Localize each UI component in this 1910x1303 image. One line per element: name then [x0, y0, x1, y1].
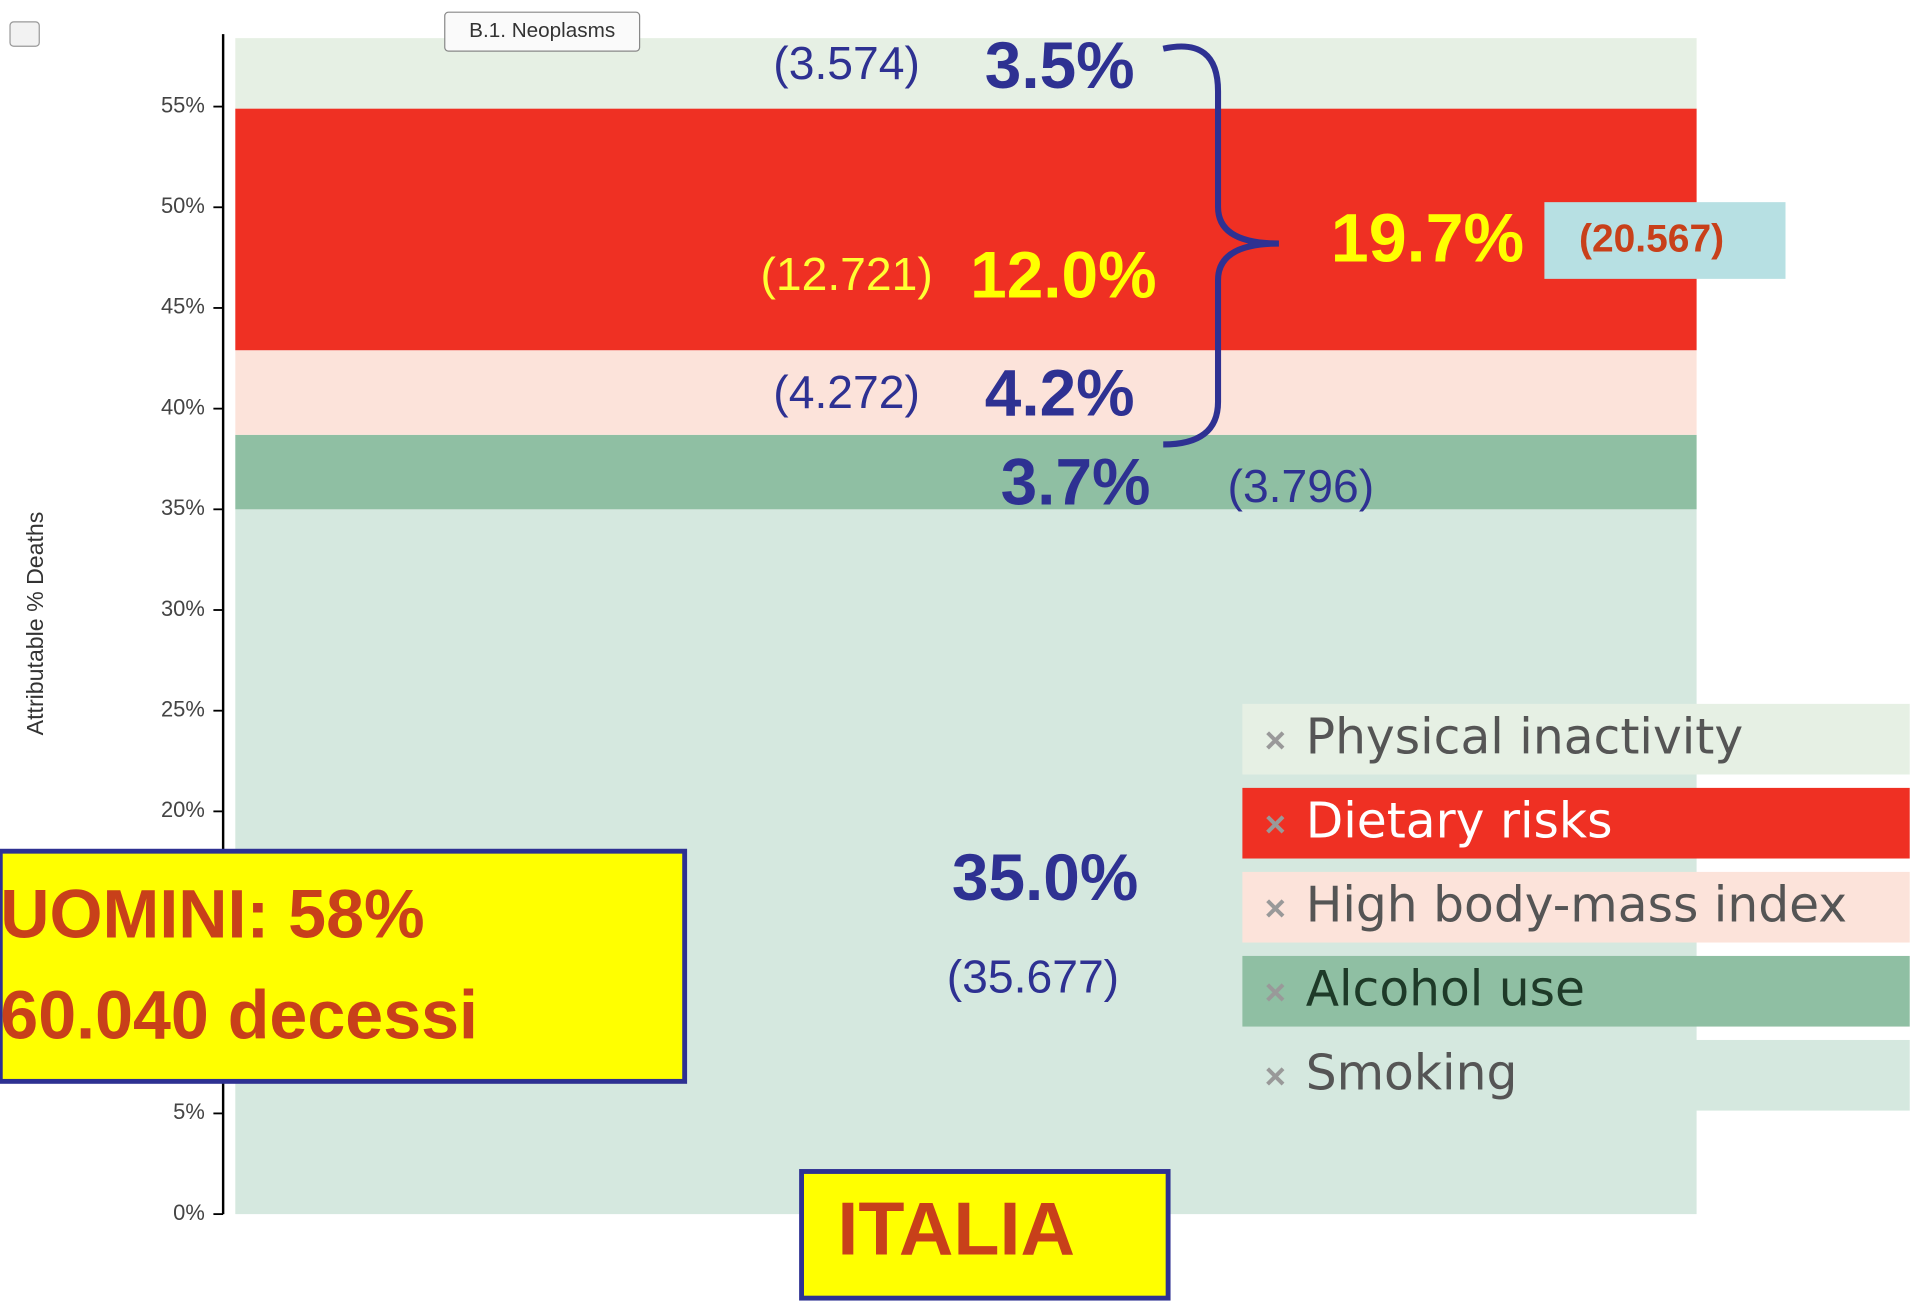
y-tick-label: 5% — [173, 1099, 205, 1124]
bar-segment — [235, 350, 1697, 435]
y-tick-label: 20% — [161, 797, 205, 822]
legend-swatch[interactable] — [1242, 1039, 1910, 1111]
deaths-label: (3.796) — [1228, 460, 1375, 512]
total-label: 19.7% — [1331, 201, 1524, 277]
value-label: 3.7% — [1001, 444, 1151, 518]
value-label: 3.5% — [985, 28, 1135, 102]
menu-icon[interactable] — [9, 21, 40, 47]
y-tick-label: 30% — [161, 596, 205, 621]
total-box — [1544, 202, 1786, 279]
bar-segment — [235, 108, 1697, 351]
legend-swatch[interactable] — [1242, 955, 1910, 1027]
legend-swatch[interactable] — [1242, 703, 1910, 775]
value-label: 4.2% — [985, 356, 1135, 430]
legend-icon[interactable]: × — [1265, 804, 1286, 845]
deaths-label: (3.574) — [773, 37, 920, 89]
legend-icon[interactable]: × — [1265, 888, 1286, 929]
legend-icon[interactable]: × — [1265, 1056, 1286, 1097]
legend-label[interactable]: Smoking — [1306, 1045, 1518, 1101]
legend-label[interactable]: Physical inactivity — [1306, 709, 1744, 765]
y-axis-label: Attributable % Deaths — [22, 512, 48, 736]
legend-swatch[interactable] — [1242, 787, 1910, 859]
legend-label[interactable]: High body-mass index — [1306, 877, 1847, 933]
y-tick-label: 40% — [161, 394, 205, 419]
y-tick-label: 50% — [161, 193, 205, 218]
y-tick-label: 35% — [161, 495, 205, 520]
legend-icon[interactable]: × — [1265, 972, 1286, 1013]
legend-label[interactable]: Dietary risks — [1306, 793, 1613, 849]
deaths-label: (35.677) — [947, 951, 1119, 1003]
deaths-label: (12.721) — [760, 248, 932, 300]
button-label[interactable]: B.1. Neoplasms — [469, 19, 615, 42]
summary-line: UOMINI: 58% — [0, 876, 424, 952]
y-tick-label: 0% — [173, 1200, 205, 1225]
y-tick-label: 55% — [161, 92, 205, 117]
brace — [1162, 43, 1279, 448]
deaths-label: (4.272) — [773, 366, 920, 418]
country-box — [799, 1169, 1171, 1301]
value-label: 35.0% — [952, 840, 1138, 914]
plot — [235, 38, 1697, 1215]
bar-segment — [235, 434, 1697, 510]
summary-line: 60.040 decessi — [0, 977, 478, 1053]
legend-swatch[interactable] — [1242, 871, 1910, 943]
summary-box — [0, 848, 688, 1084]
legend-icon[interactable]: × — [1265, 719, 1286, 760]
value-label: 12.0% — [970, 237, 1156, 311]
legend: × Smoking × Alcohol use × High body-mass inde… — [1242, 703, 1910, 1111]
y-tick-label: 25% — [161, 696, 205, 721]
total-deaths: (20.567) — [1579, 217, 1724, 260]
y-tick-label: 45% — [161, 294, 205, 319]
country-label: ITALIA — [837, 1187, 1075, 1271]
legend-label[interactable]: Alcohol use — [1306, 961, 1585, 1017]
button[interactable] — [444, 11, 641, 52]
